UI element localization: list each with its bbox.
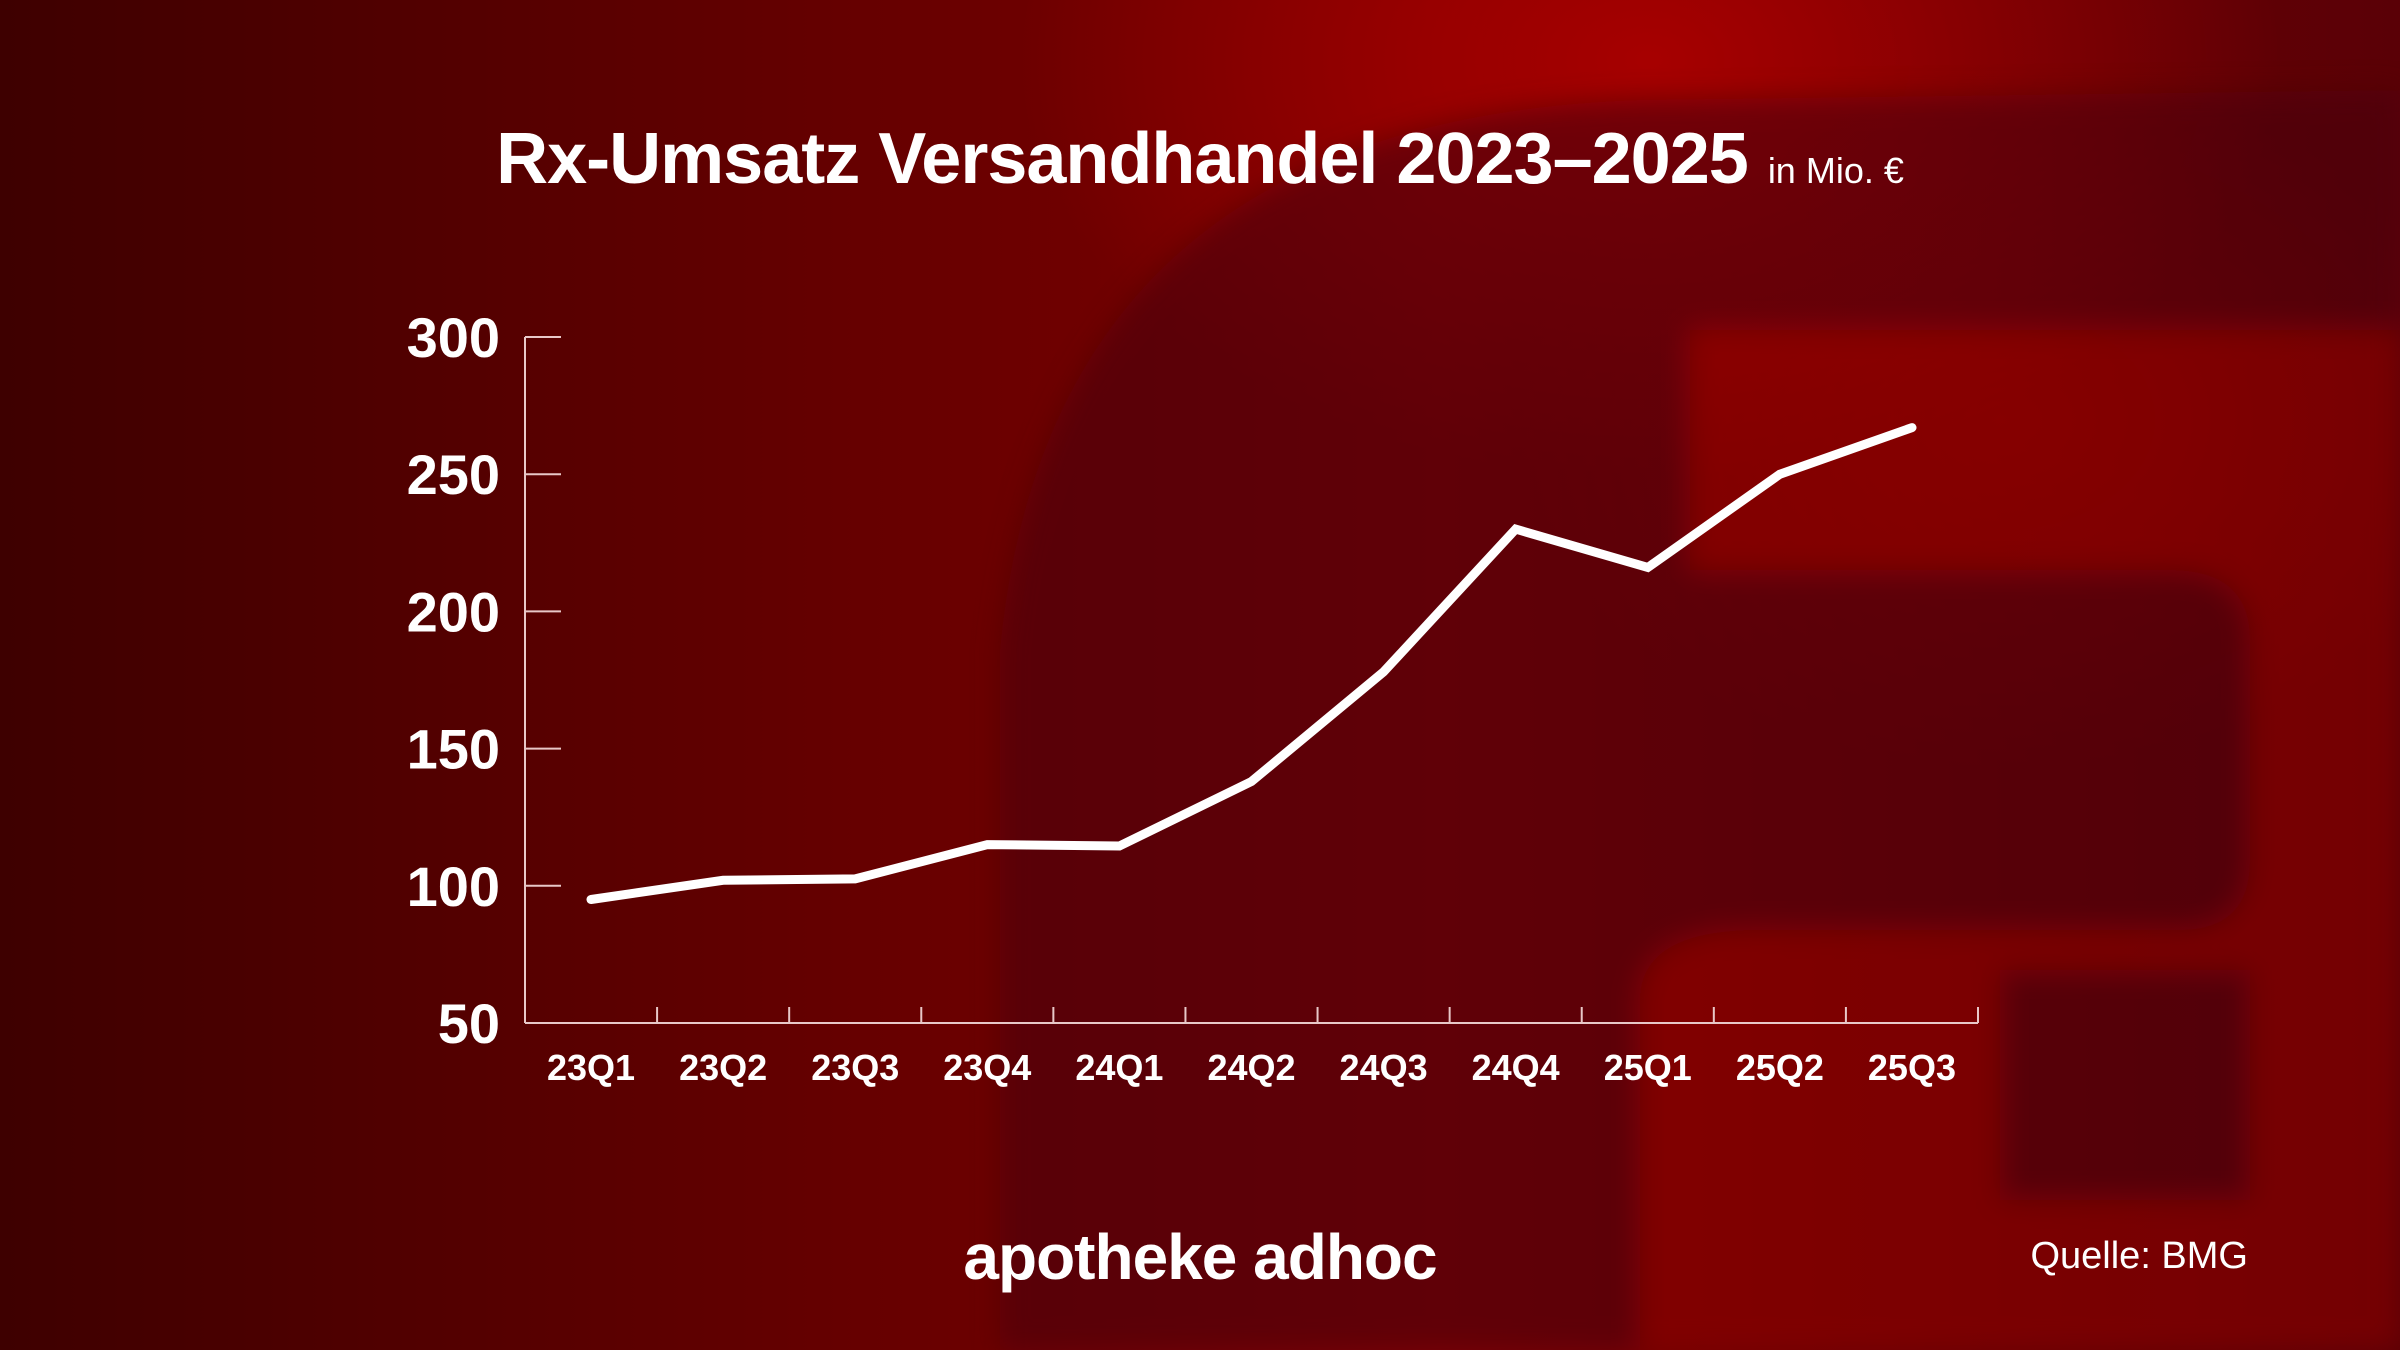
- y-axis-ticks: 300 250 200 150 100 50: [407, 306, 561, 1055]
- y-tick-label: 200: [407, 580, 500, 643]
- y-tick-label: 250: [407, 443, 500, 506]
- brand-logo: apotheke adhoc: [963, 1221, 1437, 1293]
- series-line: [586, 423, 1917, 904]
- series-layer: [586, 423, 1917, 904]
- x-tick-label: 23Q4: [943, 1047, 1031, 1088]
- x-tick-label: 24Q4: [1472, 1047, 1560, 1088]
- chart-header: Rx-Umsatz Versandhandel 2023–2025 in Mio…: [0, 118, 2400, 200]
- x-axis-ticks: 23Q1 23Q2 23Q3 23Q4 24Q1 24Q2 24Q3 24Q4 25Q1 25Q2…: [547, 1007, 1979, 1088]
- y-tick-label: 300: [407, 306, 500, 369]
- x-tick-label: 24Q1: [1075, 1047, 1163, 1088]
- x-tick-label: 23Q1: [547, 1047, 635, 1088]
- axes: [524, 337, 1978, 1024]
- x-tick-label: 25Q3: [1868, 1047, 1956, 1088]
- chart-unit: in Mio. €: [1767, 150, 1904, 191]
- x-tick-label: 25Q1: [1604, 1047, 1692, 1088]
- y-tick-label: 100: [407, 855, 500, 918]
- x-tick-label: 24Q3: [1340, 1047, 1428, 1088]
- y-tick-label: 50: [438, 992, 500, 1055]
- x-tick-label: 23Q2: [679, 1047, 767, 1088]
- x-tick-label: 25Q2: [1736, 1047, 1824, 1088]
- chart-title: Rx-Umsatz Versandhandel 2023–2025: [496, 119, 1749, 199]
- source-note: Quelle: BMG: [2030, 1235, 2248, 1277]
- x-tick-label: 24Q2: [1207, 1047, 1295, 1088]
- x-tick-label: 23Q3: [811, 1047, 899, 1088]
- y-tick-label: 150: [407, 718, 500, 781]
